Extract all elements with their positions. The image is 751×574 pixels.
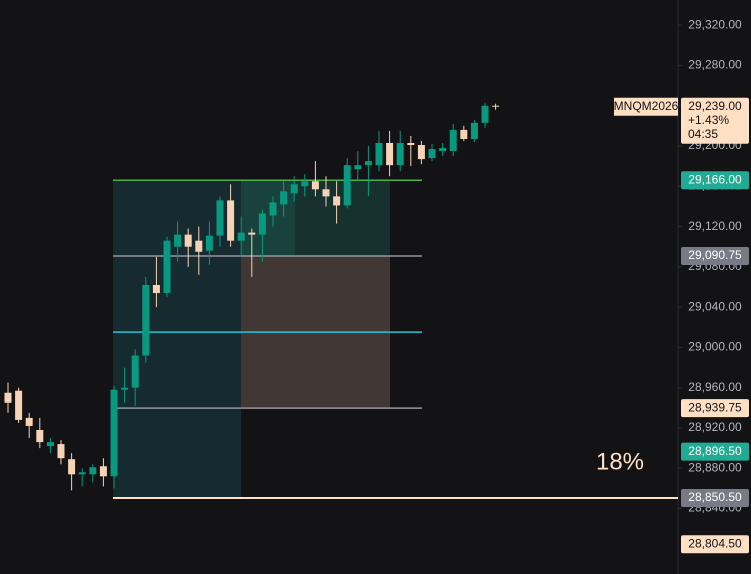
- annotation: 18%: [596, 448, 644, 475]
- candle-body: [407, 142, 415, 146]
- candle-body: [184, 234, 192, 247]
- price-label-bg: [681, 442, 749, 461]
- price-label-bg: [681, 171, 749, 190]
- candle-body: [15, 390, 23, 420]
- candle-body: [396, 142, 404, 166]
- candle-body: [174, 234, 182, 247]
- candle-body: [269, 202, 277, 216]
- candle-body: [301, 181, 309, 187]
- candle-body: [57, 444, 65, 459]
- candle-body: [68, 459, 76, 475]
- candle-body: [470, 122, 478, 139]
- change: +1.43%: [688, 113, 729, 127]
- candle-body: [290, 184, 298, 194]
- candle-body: [428, 149, 436, 159]
- price-label: 29,090.75: [688, 248, 742, 262]
- price-label-bg: [681, 488, 749, 507]
- symbol-bg: [614, 97, 678, 116]
- candle-body: [89, 467, 97, 475]
- candle-body: [46, 442, 54, 447]
- price-label-bg: [681, 247, 749, 266]
- candle-body: [322, 189, 330, 197]
- candle-body: [99, 466, 107, 477]
- last-price: 29,239.00: [688, 99, 742, 113]
- candle-body: [25, 417, 33, 426]
- candle-body: [227, 200, 235, 241]
- price-label-bg: [681, 399, 749, 418]
- y-tick-label: 28,960.00: [688, 380, 742, 394]
- y-tick-label: 29,280.00: [688, 58, 742, 72]
- candle-body: [205, 235, 213, 251]
- price-label-bg: [681, 535, 749, 554]
- candle-body: [439, 148, 447, 152]
- candle-body: [481, 105, 489, 123]
- y-tick-label: 29,120.00: [688, 219, 742, 233]
- last-price-bg: [681, 97, 749, 144]
- candle-body: [492, 105, 500, 107]
- candle-body: [121, 387, 129, 390]
- candle-body: [343, 165, 351, 206]
- candle-body: [195, 240, 203, 252]
- countdown: 04:35: [688, 127, 718, 141]
- symbol: MNQM2026: [614, 99, 679, 113]
- candle-body: [333, 196, 341, 206]
- candle-body: [152, 284, 160, 294]
- candle-body: [163, 240, 171, 294]
- candle-body: [131, 355, 139, 388]
- candle-body: [237, 232, 245, 241]
- candle-body: [375, 142, 383, 166]
- price-label: 28,939.75: [688, 400, 742, 414]
- candle-body: [417, 145, 425, 160]
- price-label: 28,850.50: [688, 490, 742, 504]
- candle-body: [36, 429, 44, 443]
- y-tick-label: 28,920.00: [688, 420, 742, 434]
- y-tick-label: 28,880.00: [688, 460, 742, 474]
- candle-body: [460, 129, 468, 139]
- candle-body: [142, 284, 150, 356]
- candle-body: [311, 181, 319, 190]
- y-tick-label: 29,000.00: [688, 340, 742, 354]
- candle-body: [248, 232, 256, 235]
- candle-body: [258, 213, 266, 235]
- candle-body: [386, 142, 394, 166]
- candle-body: [354, 165, 362, 170]
- price-label: 28,804.50: [688, 536, 742, 550]
- y-tick-label: 29,320.00: [688, 17, 742, 31]
- candle-body: [449, 129, 457, 152]
- candle-body: [110, 389, 118, 477]
- zone-box: [295, 180, 390, 257]
- candle-body: [4, 392, 12, 403]
- candle-body: [216, 200, 224, 236]
- price-label: 29,166.00: [688, 172, 742, 186]
- candle-body: [364, 161, 372, 166]
- candle-body: [78, 472, 86, 475]
- candle-body: [280, 191, 288, 205]
- y-tick-label: 29,040.00: [688, 299, 742, 313]
- price-label: 28,896.50: [688, 444, 742, 458]
